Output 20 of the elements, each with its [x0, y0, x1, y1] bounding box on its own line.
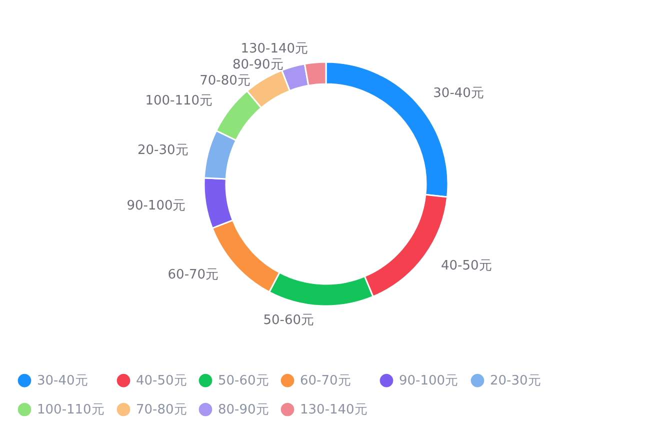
legend-label: 130-140元	[300, 402, 368, 418]
legend-label: 50-60元	[218, 374, 269, 389]
legend-label: 70-80元	[136, 402, 187, 418]
legend-label: 40-50元	[136, 374, 187, 389]
slice-label: 50-60元	[263, 312, 314, 328]
legend-label: 80-90元	[218, 402, 269, 418]
slice-label: 100-110元	[145, 94, 213, 109]
slice-label: 30-40元	[433, 86, 484, 102]
slice-label: 60-70元	[168, 268, 219, 283]
legend-label: 100-110元	[37, 402, 104, 418]
slice-label: 20-30元	[137, 143, 188, 158]
slice-label: 40-50元	[441, 258, 492, 274]
legend-label: 60-70元	[300, 374, 351, 389]
slice-label: 130-140元	[240, 42, 308, 57]
legend-label: 90-100元	[399, 374, 458, 389]
slice-label: 70-80元	[200, 74, 250, 89]
slice-label: 90-100元	[126, 198, 186, 214]
legend-label: 30-40元	[37, 374, 88, 389]
slice-label: 80-90元	[232, 58, 284, 73]
legend-label: 20-30元	[490, 374, 541, 389]
